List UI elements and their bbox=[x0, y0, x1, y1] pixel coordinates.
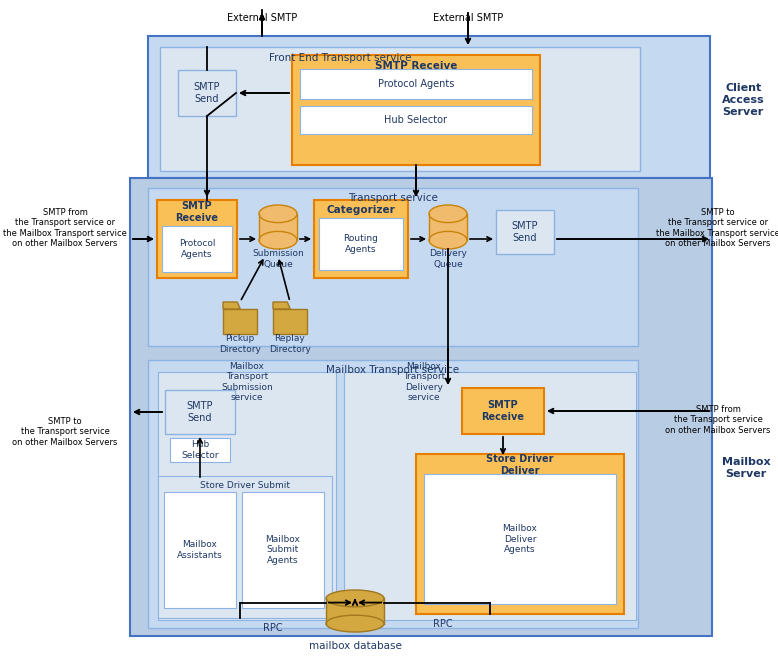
Bar bbox=[130, 178, 712, 636]
Bar bbox=[148, 36, 710, 178]
Bar bbox=[223, 309, 257, 334]
Text: Store Driver
Deliver: Store Driver Deliver bbox=[486, 454, 554, 476]
Text: Delivery
Queue: Delivery Queue bbox=[429, 249, 467, 269]
Text: External SMTP: External SMTP bbox=[227, 13, 297, 23]
Bar bbox=[319, 218, 403, 270]
Bar bbox=[157, 200, 237, 278]
Text: Replay
Directory: Replay Directory bbox=[269, 334, 311, 353]
Text: Routing
Agents: Routing Agents bbox=[344, 234, 378, 254]
Ellipse shape bbox=[429, 205, 467, 223]
Ellipse shape bbox=[259, 231, 297, 249]
Text: Mailbox
Deliver
Agents: Mailbox Deliver Agents bbox=[503, 524, 538, 554]
Text: Mailbox Transport service: Mailbox Transport service bbox=[327, 365, 460, 375]
Ellipse shape bbox=[326, 590, 384, 607]
Text: Submission
Queue: Submission Queue bbox=[252, 249, 304, 269]
Text: Categorizer: Categorizer bbox=[327, 205, 395, 215]
Bar bbox=[158, 372, 336, 620]
Ellipse shape bbox=[429, 231, 467, 249]
Text: Mailbox
Transport
Submission
service: Mailbox Transport Submission service bbox=[221, 362, 273, 402]
Text: SMTP
Send: SMTP Send bbox=[187, 401, 213, 423]
Bar bbox=[416, 454, 624, 614]
Polygon shape bbox=[223, 302, 240, 309]
Bar bbox=[344, 372, 636, 620]
Text: External SMTP: External SMTP bbox=[433, 13, 503, 23]
Bar bbox=[170, 438, 230, 462]
Text: Client
Access
Server: Client Access Server bbox=[722, 84, 765, 117]
Bar bbox=[259, 213, 297, 240]
Text: SMTP
Receive: SMTP Receive bbox=[176, 201, 219, 223]
Bar bbox=[292, 55, 540, 165]
Text: Protocol Agents: Protocol Agents bbox=[378, 79, 454, 89]
Text: SMTP from
the Transport service
on other Mailbox Servers: SMTP from the Transport service on other… bbox=[665, 405, 771, 435]
Bar bbox=[300, 69, 532, 99]
Text: Transport service: Transport service bbox=[348, 193, 438, 203]
Text: Mailbox
Assistants: Mailbox Assistants bbox=[177, 540, 223, 560]
Bar bbox=[148, 360, 638, 628]
Text: Store Driver Submit: Store Driver Submit bbox=[200, 481, 290, 491]
Polygon shape bbox=[273, 302, 290, 309]
Bar bbox=[158, 476, 332, 618]
Text: SMTP to
the Transport service
on other Mailbox Servers: SMTP to the Transport service on other M… bbox=[12, 417, 117, 447]
Text: SMTP
Receive: SMTP Receive bbox=[482, 400, 524, 422]
Bar bbox=[462, 388, 544, 434]
Text: SMTP
Send: SMTP Send bbox=[512, 221, 538, 243]
Text: Pickup
Directory: Pickup Directory bbox=[219, 334, 261, 353]
Text: RPC: RPC bbox=[433, 619, 452, 629]
Bar bbox=[273, 309, 307, 334]
Bar bbox=[162, 226, 232, 272]
Text: SMTP
Send: SMTP Send bbox=[194, 82, 220, 104]
Text: Mailbox
Submit
Agents: Mailbox Submit Agents bbox=[265, 535, 300, 565]
Text: SMTP from
the Transport service or
the Mailbox Transport service
on other Mailbo: SMTP from the Transport service or the M… bbox=[3, 208, 127, 248]
Ellipse shape bbox=[326, 615, 384, 632]
Bar bbox=[160, 47, 640, 171]
Text: Hub
Selector: Hub Selector bbox=[181, 440, 219, 459]
Text: Front End Transport service: Front End Transport service bbox=[268, 53, 412, 63]
Bar bbox=[178, 70, 236, 116]
Bar bbox=[496, 210, 554, 254]
Bar bbox=[429, 213, 467, 240]
Text: Mailbox
Server: Mailbox Server bbox=[722, 457, 771, 479]
Text: SMTP to
the Transport service or
the Mailbox Transport service
on other Mailbox : SMTP to the Transport service or the Mai… bbox=[656, 208, 778, 248]
Text: Mailbox
Transport
Delivery
service: Mailbox Transport Delivery service bbox=[403, 362, 445, 402]
Ellipse shape bbox=[259, 205, 297, 223]
Bar bbox=[314, 200, 408, 278]
Bar bbox=[326, 599, 384, 624]
Text: mailbox database: mailbox database bbox=[309, 641, 401, 651]
Bar bbox=[424, 474, 616, 604]
Bar bbox=[164, 492, 236, 608]
Text: Hub Selector: Hub Selector bbox=[384, 115, 447, 125]
Text: SMTP Receive: SMTP Receive bbox=[375, 61, 457, 71]
Bar bbox=[242, 492, 324, 608]
Bar bbox=[300, 106, 532, 134]
Text: Protocol
Agents: Protocol Agents bbox=[179, 239, 216, 259]
Bar bbox=[165, 390, 235, 434]
Text: RPC: RPC bbox=[263, 623, 282, 633]
Bar bbox=[148, 188, 638, 346]
